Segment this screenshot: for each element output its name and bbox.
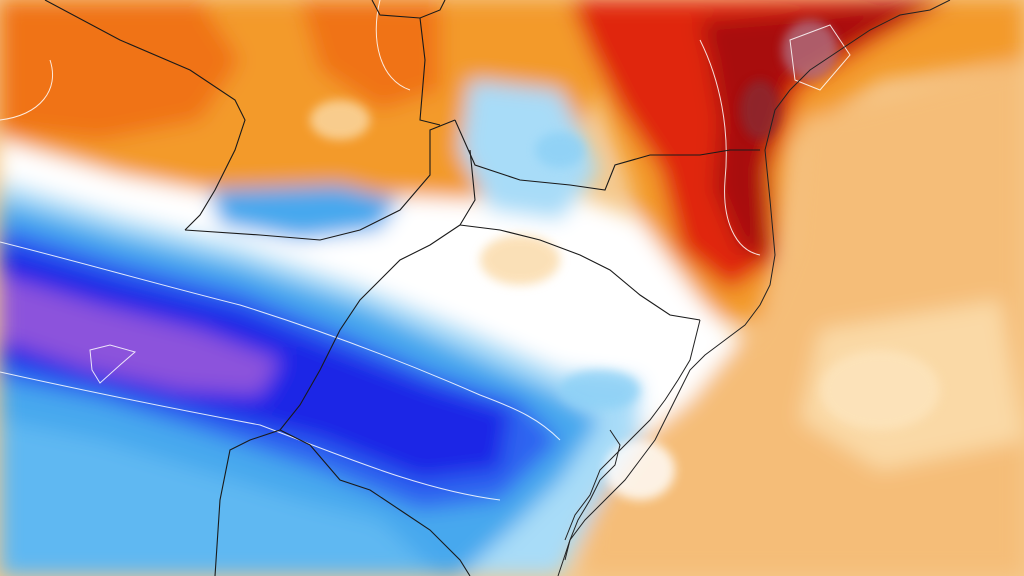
lagoon-west-edge [564,429,621,561]
dark-orange-region-north-center [300,0,440,110]
contour-line [375,0,411,91]
border-east-inner [459,149,476,226]
mauve-blob [782,20,838,80]
border-state-north [454,119,760,191]
white-blob-south [605,440,675,500]
sky-blob-east [560,370,640,410]
pale-blob-2 [480,235,560,285]
light-blue-blob-1 [535,132,585,168]
contour-line [0,371,501,501]
border-southwest [279,429,471,576]
border-diagonal-west [214,224,461,576]
pale-blob-1 [310,100,370,140]
contour-line [699,39,761,256]
contour-lines [0,0,851,501]
political-borders [44,0,760,576]
mottled-detail [310,20,940,500]
contour-line [789,24,851,91]
lagoon-outline [564,319,701,541]
purple-core [0,275,280,395]
border-state-south [459,224,701,321]
coastline [557,0,951,576]
maroon-blob [740,80,780,140]
contour-line [0,241,561,441]
dark-red-region-coast [700,0,940,260]
contour-line [0,59,54,121]
border-west-northwest [44,0,246,231]
border-north-vertical [419,17,441,126]
contour-line [89,344,137,384]
sky-blue-pocket-north [210,185,400,240]
pale-ocean-blob [820,350,940,430]
coastline-east [557,0,951,576]
dark-orange-region-northwest [0,0,240,140]
border-north-horizontal [184,119,456,241]
